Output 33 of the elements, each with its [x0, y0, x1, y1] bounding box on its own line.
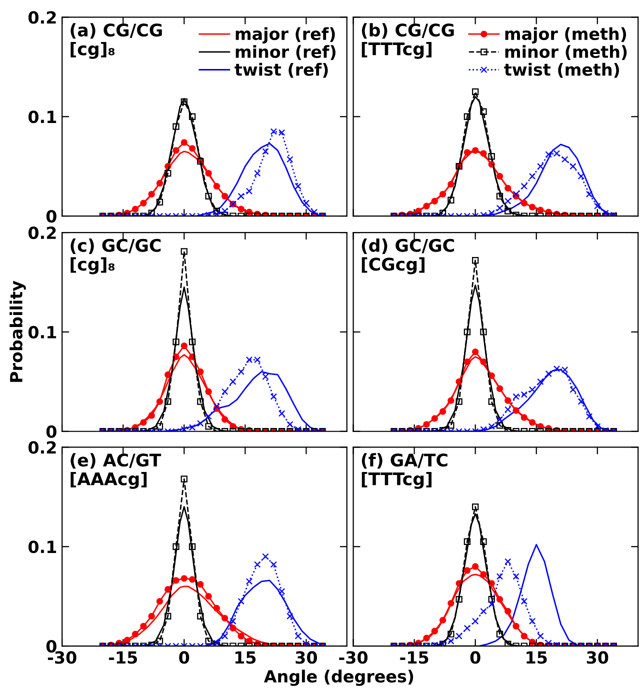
y-tick-label: 0.1: [28, 540, 56, 554]
y-axis-title: Probability: [10, 280, 26, 382]
y-tick-label: 0.2: [28, 441, 56, 454]
legend-label: major (ref): [236, 27, 335, 44]
x-tick-label: -30: [48, 651, 76, 664]
legend-label: twist (meth): [504, 62, 619, 78]
x-tick-label: -30: [339, 651, 368, 664]
x-tick-label: 30: [586, 651, 608, 664]
legend-label: major (meth): [505, 27, 626, 44]
text: (b) CG/CG [TTTcg]: [362, 23, 454, 59]
y-tick-label: 0.1: [28, 326, 56, 339]
x-tick-label: -15: [400, 651, 428, 664]
y-tick-label: 0: [46, 425, 56, 438]
y-tick-label: 0.2: [28, 11, 56, 24]
x-tick-label: -15: [108, 651, 137, 664]
text: (e) AC/GT [AAAcg]: [70, 453, 162, 489]
x-axis-title: Angle (degrees): [264, 670, 414, 686]
x-tick-label: 15: [235, 651, 256, 664]
y-tick-label: 0: [46, 210, 56, 223]
y-tick-label: 0: [46, 640, 56, 653]
text: (f) GA/TC [TTTcg]: [362, 453, 448, 489]
legend-label: twist (ref): [234, 62, 328, 78]
text: (a) CG/CG [cg]₈: [70, 23, 162, 59]
legend-label: minor (meth): [505, 45, 627, 60]
text: (d) GC/GC [CGcg]: [362, 238, 454, 274]
y-tick-label: 0.1: [28, 110, 56, 124]
x-tick-label: 30: [296, 651, 317, 664]
x-tick-label: 15: [526, 651, 547, 664]
text: (c) GC/GC [cg]₈: [70, 238, 161, 274]
x-tick-label: 0: [179, 651, 190, 664]
y-tick-label: 0.2: [28, 226, 56, 240]
legend-label: minor (ref): [236, 45, 336, 60]
x-tick-label: 0: [470, 651, 480, 664]
